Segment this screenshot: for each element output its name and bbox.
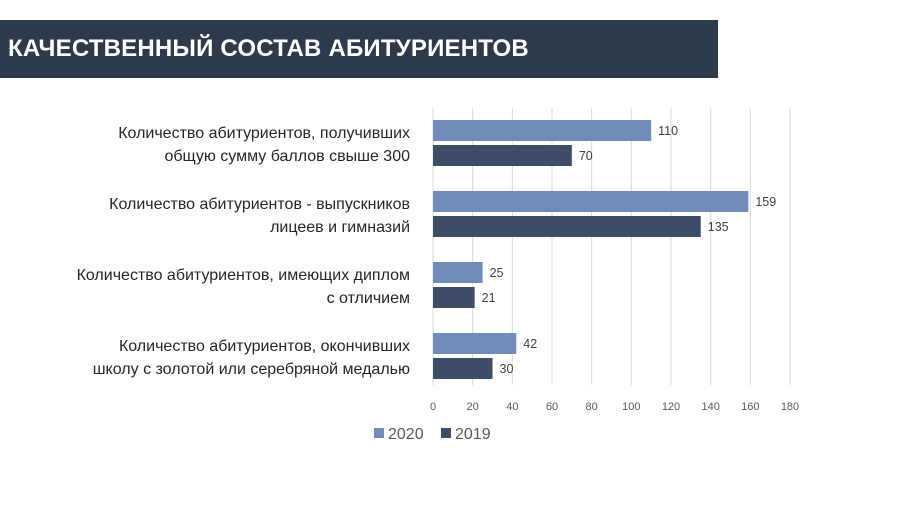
data-label: 70 [579,149,593,163]
category-label: Количество абитуриентов, имеющих диплом с… [77,267,410,307]
x-tick-label: 120 [662,401,680,413]
data-label: 25 [490,266,504,280]
x-tick-label: 160 [741,401,759,413]
category-label: Количество абитуриентов, окончивших школу… [93,338,410,378]
x-tick-label: 180 [781,401,799,413]
x-tick-label: 60 [546,401,558,413]
bar-2020 [433,262,483,283]
x-tick-label: 0 [430,401,436,413]
legend-label: 2020 [388,426,424,443]
x-tick-label: 100 [622,401,640,413]
legend-swatch [374,428,384,438]
title-bar: КАЧЕСТВЕННЫЙ СОСТАВ АБИТУРИЕНТОВ [0,20,718,78]
data-label: 42 [523,337,537,351]
category-label: Количество абитуриентов, получивших общую… [118,125,410,165]
legend-label: 2019 [455,426,491,443]
bar-2020 [433,191,749,212]
bar-2020 [433,120,652,141]
x-tick-label: 80 [586,401,598,413]
bar-2019 [433,216,701,237]
category-label: Количество абитуриентов - выпускников лиц… [109,196,410,236]
data-label: 159 [755,195,776,209]
data-label: 110 [658,124,678,138]
bar-2019 [433,287,475,308]
data-label: 135 [708,220,729,234]
x-tick-label: 140 [701,401,719,413]
x-tick-label: 40 [506,401,518,413]
bar-2019 [433,145,572,166]
data-label: 30 [500,362,514,376]
legend-swatch [441,428,451,438]
x-tick-label: 20 [467,401,479,413]
data-label: 21 [482,291,496,305]
bar-2020 [433,333,517,354]
page-title: КАЧЕСТВЕННЫЙ СОСТАВ АБИТУРИЕНТОВ [8,35,529,62]
bar-2019 [433,358,493,379]
